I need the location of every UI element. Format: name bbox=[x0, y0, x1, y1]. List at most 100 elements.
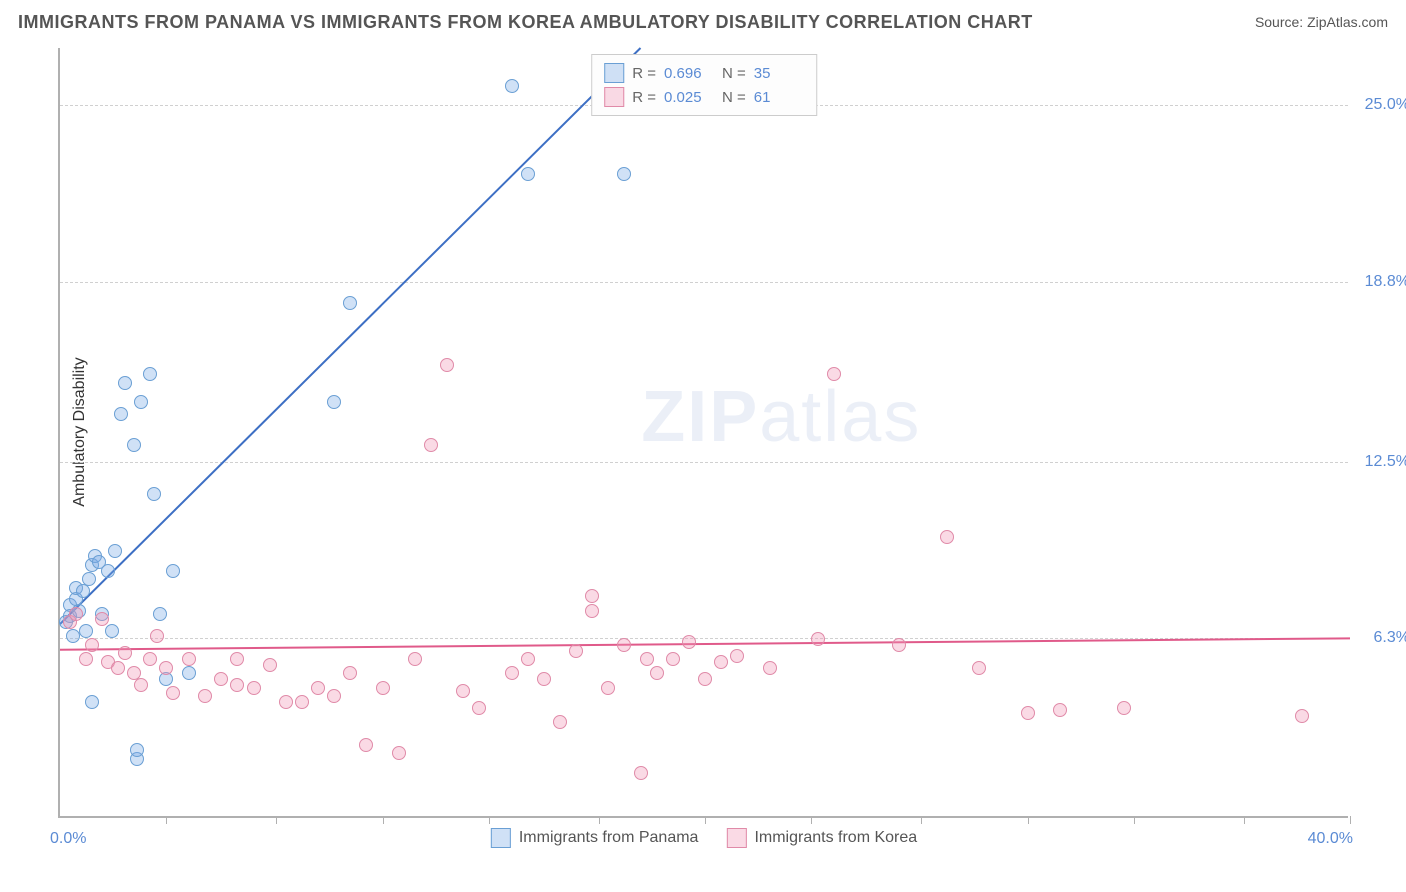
data-point bbox=[1021, 706, 1035, 720]
data-point bbox=[537, 672, 551, 686]
data-point bbox=[472, 701, 486, 715]
x-tick bbox=[1350, 816, 1351, 824]
data-point bbox=[408, 652, 422, 666]
data-point bbox=[143, 652, 157, 666]
data-point bbox=[505, 666, 519, 680]
x-tick bbox=[599, 816, 600, 824]
data-point bbox=[892, 638, 906, 652]
plot-area: ZIPatlas Ambulatory Disability 6.3%12.5%… bbox=[58, 48, 1348, 818]
legend-n-label: N = bbox=[722, 89, 746, 106]
data-point bbox=[108, 544, 122, 558]
data-point bbox=[1295, 709, 1309, 723]
data-point bbox=[343, 296, 357, 310]
data-point bbox=[247, 681, 261, 695]
data-point bbox=[182, 666, 196, 680]
x-tick bbox=[705, 816, 706, 824]
data-point bbox=[79, 652, 93, 666]
data-point bbox=[166, 564, 180, 578]
legend-label-panama: Immigrants from Panama bbox=[519, 829, 699, 847]
x-tick bbox=[383, 816, 384, 824]
chart-title: IMMIGRANTS FROM PANAMA VS IMMIGRANTS FRO… bbox=[18, 12, 1033, 33]
data-point bbox=[85, 695, 99, 709]
data-point bbox=[1117, 701, 1131, 715]
data-point bbox=[553, 715, 567, 729]
data-point bbox=[279, 695, 293, 709]
data-point bbox=[82, 572, 96, 586]
data-point bbox=[763, 661, 777, 675]
data-point bbox=[105, 624, 119, 638]
data-point bbox=[134, 678, 148, 692]
legend-r-label: R = bbox=[632, 89, 656, 106]
gridline bbox=[60, 638, 1348, 639]
data-point bbox=[521, 652, 535, 666]
data-point bbox=[505, 79, 519, 93]
data-point bbox=[143, 367, 157, 381]
data-point bbox=[311, 681, 325, 695]
data-point bbox=[698, 672, 712, 686]
data-point bbox=[111, 661, 125, 675]
data-point bbox=[166, 686, 180, 700]
chart-container: IMMIGRANTS FROM PANAMA VS IMMIGRANTS FRO… bbox=[0, 0, 1406, 892]
x-tick bbox=[1134, 816, 1135, 824]
legend-r-value-2: 0.025 bbox=[664, 89, 714, 106]
data-point bbox=[634, 766, 648, 780]
legend-stats: R = 0.696 N = 35 R = 0.025 N = 61 bbox=[591, 54, 817, 116]
data-point bbox=[940, 530, 954, 544]
data-point bbox=[150, 629, 164, 643]
data-point bbox=[85, 638, 99, 652]
data-point bbox=[1053, 703, 1067, 717]
data-point bbox=[585, 604, 599, 618]
data-point bbox=[585, 589, 599, 603]
data-point bbox=[295, 695, 309, 709]
gridline bbox=[60, 462, 1348, 463]
data-point bbox=[617, 638, 631, 652]
source-attribution: Source: ZipAtlas.com bbox=[1255, 14, 1388, 30]
data-point bbox=[359, 738, 373, 752]
data-point bbox=[66, 629, 80, 643]
regression-lines bbox=[60, 48, 1348, 816]
data-point bbox=[263, 658, 277, 672]
data-point bbox=[159, 661, 173, 675]
y-tick-label: 6.3% bbox=[1374, 629, 1406, 647]
x-tick bbox=[489, 816, 490, 824]
data-point bbox=[153, 607, 167, 621]
data-point bbox=[230, 678, 244, 692]
x-tick bbox=[1244, 816, 1245, 824]
legend-n-value-1: 35 bbox=[754, 65, 804, 82]
data-point bbox=[714, 655, 728, 669]
data-point bbox=[127, 438, 141, 452]
x-axis-min-label: 0.0% bbox=[50, 830, 86, 848]
x-tick bbox=[921, 816, 922, 824]
data-point bbox=[214, 672, 228, 686]
data-point bbox=[343, 666, 357, 680]
data-point bbox=[682, 635, 696, 649]
data-point bbox=[424, 438, 438, 452]
data-point bbox=[182, 652, 196, 666]
data-point bbox=[101, 564, 115, 578]
legend-n-label: N = bbox=[722, 65, 746, 82]
data-point bbox=[118, 376, 132, 390]
data-point bbox=[972, 661, 986, 675]
data-point bbox=[327, 395, 341, 409]
watermark: ZIPatlas bbox=[641, 376, 921, 458]
data-point bbox=[327, 689, 341, 703]
y-tick-label: 25.0% bbox=[1365, 96, 1406, 114]
legend-swatch-korea bbox=[604, 87, 624, 107]
data-point bbox=[130, 743, 144, 757]
x-tick bbox=[1028, 816, 1029, 824]
legend-r-label: R = bbox=[632, 65, 656, 82]
data-point bbox=[69, 607, 83, 621]
y-tick-label: 18.8% bbox=[1365, 273, 1406, 291]
legend-swatch-korea-bottom bbox=[726, 828, 746, 848]
x-axis-max-label: 40.0% bbox=[1308, 830, 1353, 848]
data-point bbox=[601, 681, 615, 695]
data-point bbox=[827, 367, 841, 381]
data-point bbox=[392, 746, 406, 760]
regression-line bbox=[60, 638, 1350, 649]
data-point bbox=[230, 652, 244, 666]
data-point bbox=[456, 684, 470, 698]
x-tick bbox=[166, 816, 167, 824]
data-point bbox=[617, 167, 631, 181]
legend-stats-row-1: R = 0.696 N = 35 bbox=[604, 61, 804, 85]
data-point bbox=[114, 407, 128, 421]
